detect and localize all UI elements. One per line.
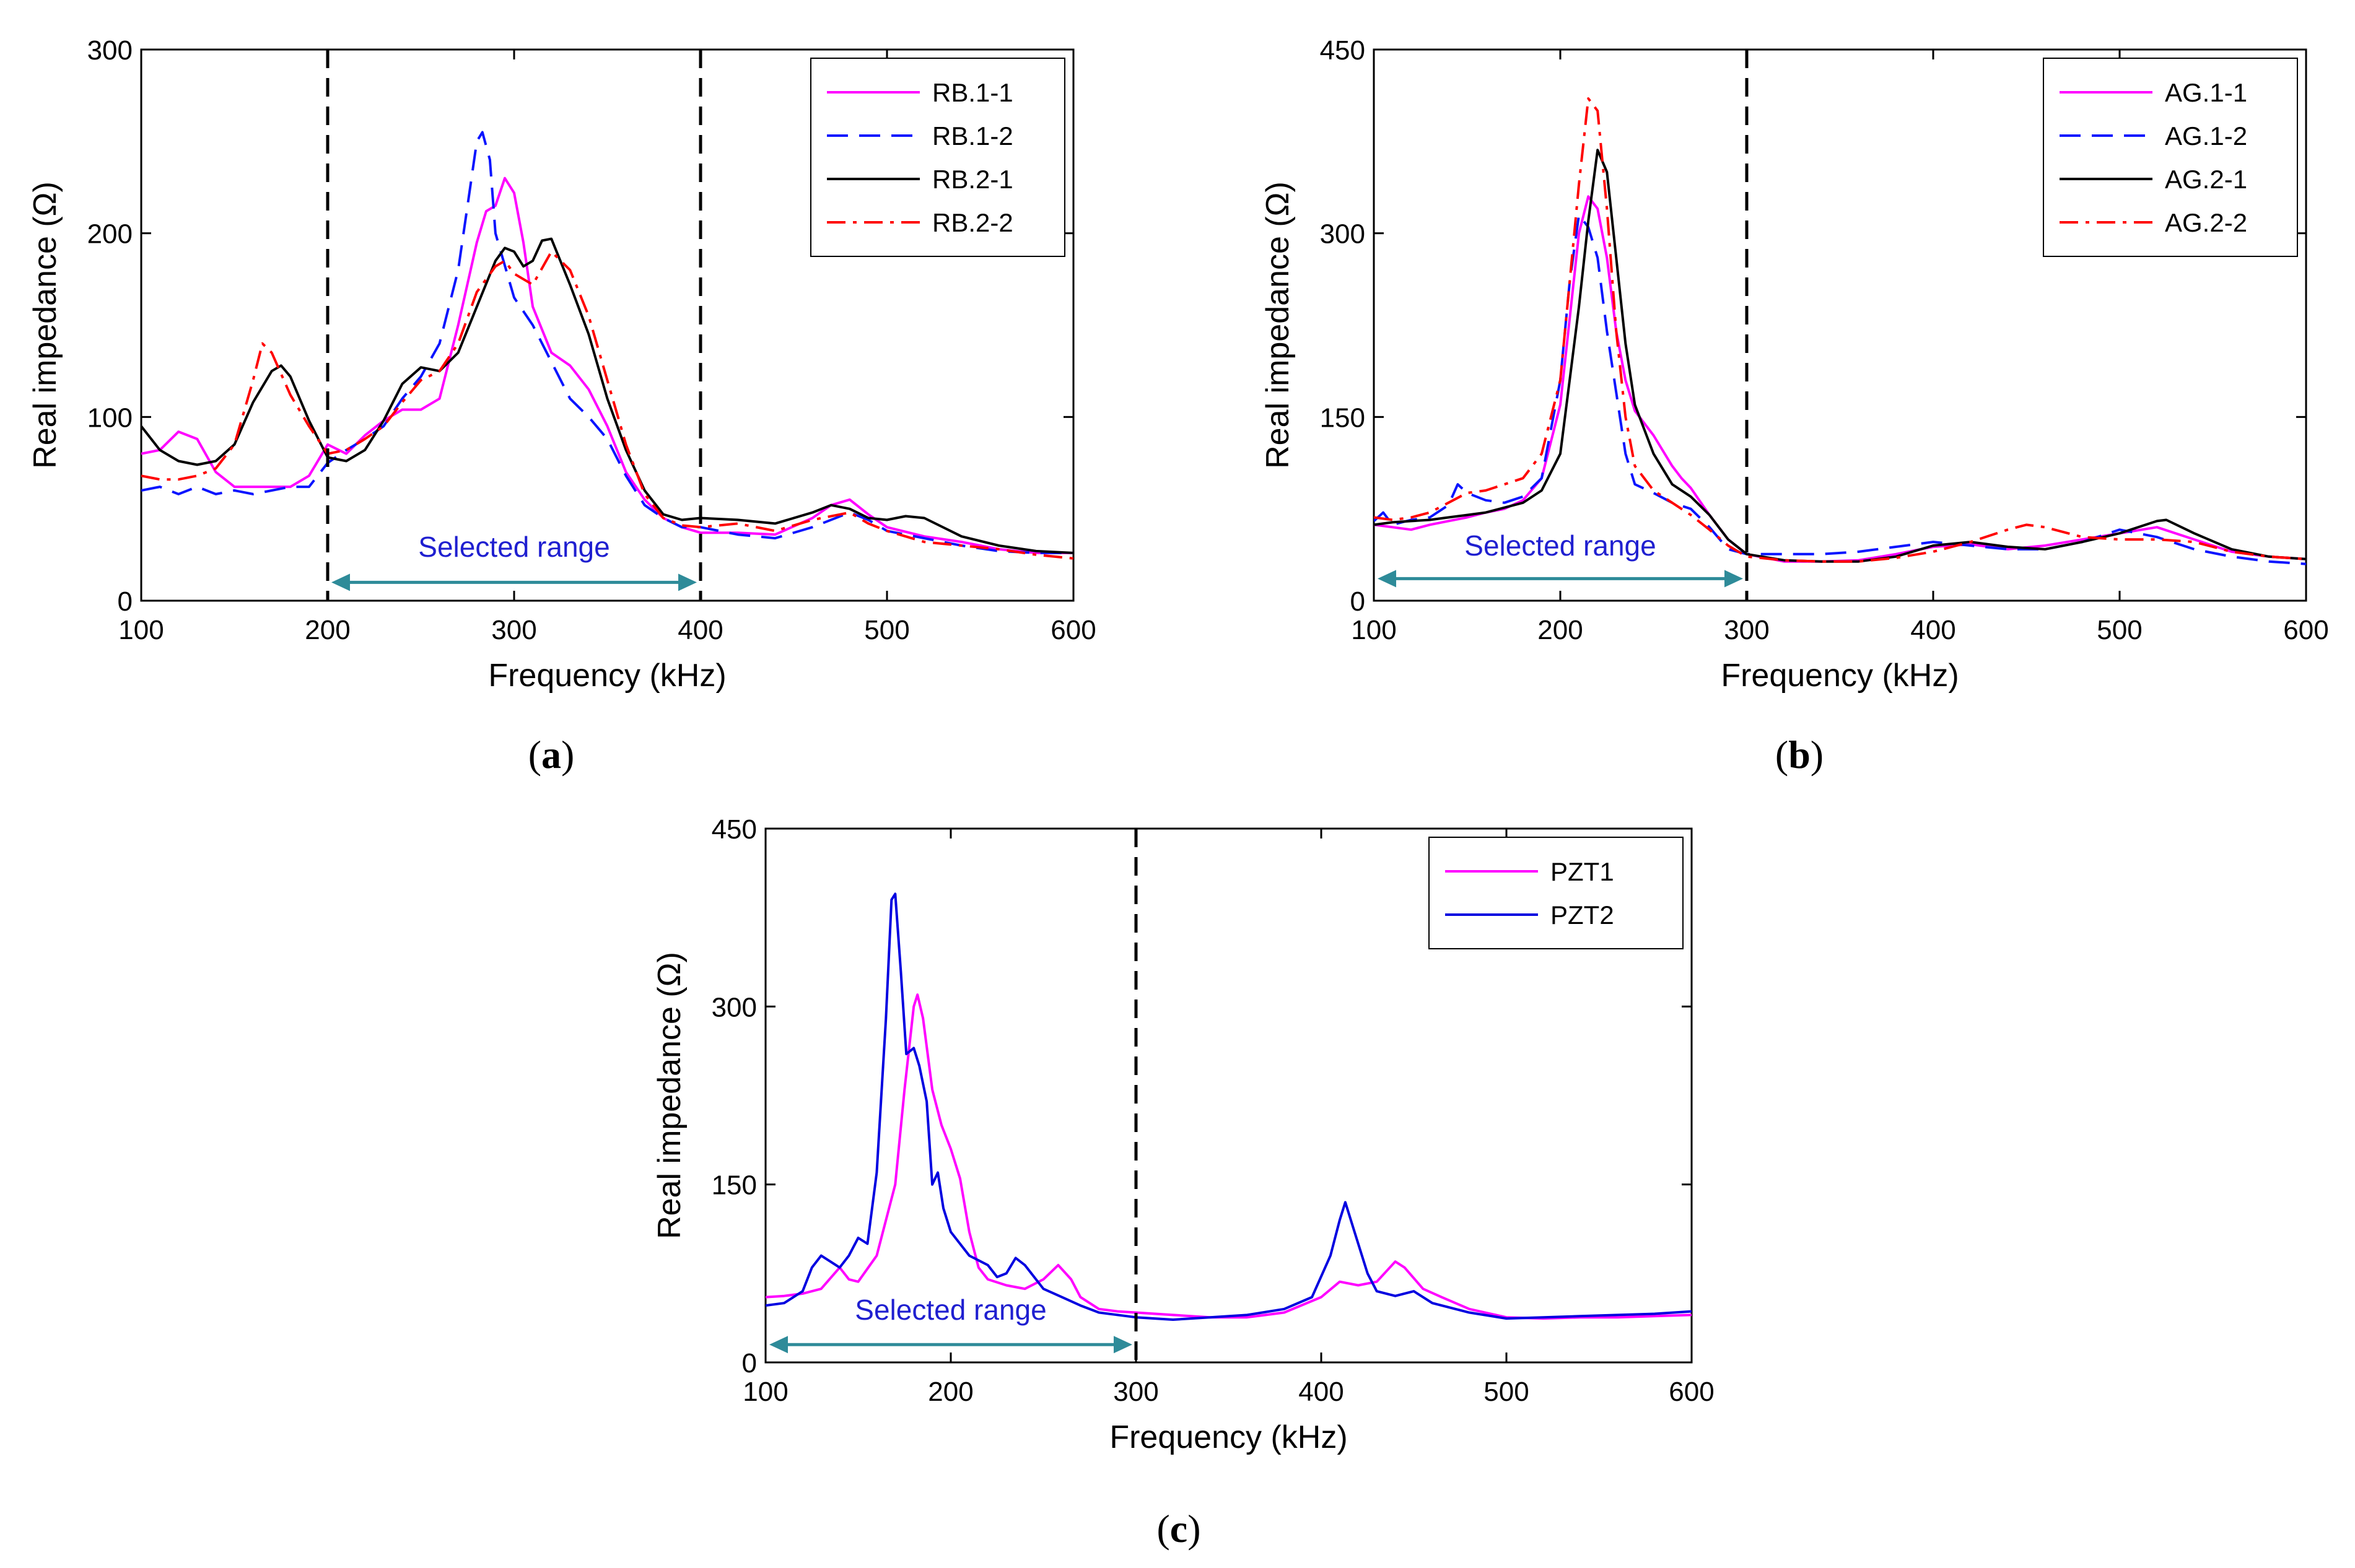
x-tick-label: 400 xyxy=(678,615,723,645)
y-axis-label: Real impedance (Ω) xyxy=(1260,181,1296,469)
x-axis-label: Frequency (kHz) xyxy=(1109,1419,1347,1455)
series-group xyxy=(141,131,1073,560)
panel-caption: (a) xyxy=(528,733,575,777)
legend-entry-label: PZT2 xyxy=(1550,900,1614,930)
x-tick-label: 300 xyxy=(1113,1377,1158,1407)
x-tick-label: 100 xyxy=(743,1377,788,1407)
x-tick-label: 600 xyxy=(1051,615,1096,645)
selected-range-label: Selected range xyxy=(418,531,610,563)
y-tick-label: 0 xyxy=(742,1348,757,1379)
range-arrow-left-head xyxy=(1378,570,1396,588)
x-tick-label: 100 xyxy=(118,615,164,645)
legend-entry-label: RB.1-2 xyxy=(932,121,1013,150)
x-tick-label: 400 xyxy=(1910,615,1955,645)
panel-caption: (c) xyxy=(1156,1507,1200,1551)
y-tick-label: 0 xyxy=(118,586,133,617)
plot-frame xyxy=(764,827,1693,1364)
y-tick-label: 450 xyxy=(1320,35,1365,66)
series-line-rb-1-2 xyxy=(141,131,1073,554)
legend-entry-label: AG.1-2 xyxy=(2165,121,2247,150)
selected-range-label: Selected range xyxy=(1464,529,1656,562)
y-tick-label: 300 xyxy=(1320,219,1365,250)
y-axis-label: Real impedance (Ω) xyxy=(652,952,688,1239)
x-axis-label: Frequency (kHz) xyxy=(1721,658,1959,694)
y-tick-label: 300 xyxy=(87,35,133,66)
x-tick-label: 500 xyxy=(2097,615,2142,645)
y-tick-label: 300 xyxy=(712,992,757,1022)
x-tick-label: 500 xyxy=(864,615,909,645)
range-arrow-left-head xyxy=(769,1336,788,1354)
panel-letter: c xyxy=(1170,1507,1187,1551)
x-tick-label: 300 xyxy=(1724,615,1769,645)
legend-entry-label: AG.2-2 xyxy=(2165,208,2247,237)
legend-entry-label: AG.1-1 xyxy=(2165,78,2247,107)
legend-entry-label: AG.2-1 xyxy=(2165,165,2247,194)
legend-box xyxy=(1428,837,1684,949)
legend-entry-label: PZT1 xyxy=(1550,857,1614,886)
series-line-ag-1-2 xyxy=(1374,214,2306,565)
plot-frame xyxy=(140,48,1075,602)
legend-entry-label: RB.2-1 xyxy=(932,165,1013,194)
legend-entry-label: RB.2-2 xyxy=(932,208,1013,237)
range-arrow-right-head xyxy=(678,573,697,591)
series-group xyxy=(1374,97,2306,565)
series-line-pzt2 xyxy=(766,892,1692,1321)
series-line-ag-2-2 xyxy=(1374,97,2306,563)
y-tick-label: 450 xyxy=(712,814,757,845)
range-arrow-right-head xyxy=(1114,1336,1132,1354)
y-axis-label: Real impedance (Ω) xyxy=(27,181,63,469)
panel-letter: b xyxy=(1788,733,1811,777)
selected-range-label: Selected range xyxy=(855,1294,1046,1326)
panel-caption: (b) xyxy=(1775,733,1824,777)
x-tick-label: 600 xyxy=(2283,615,2328,645)
y-tick-label: 150 xyxy=(712,1170,757,1201)
x-tick-label: 200 xyxy=(1537,615,1583,645)
y-tick-label: 100 xyxy=(87,403,133,433)
x-tick-label: 200 xyxy=(305,615,350,645)
x-tick-label: 200 xyxy=(928,1377,973,1407)
legend-entry-label: RB.1-1 xyxy=(932,78,1013,107)
x-axis-label: Frequency (kHz) xyxy=(488,658,726,694)
range-arrow-left-head xyxy=(331,573,350,591)
x-tick-label: 500 xyxy=(1483,1377,1529,1407)
y-tick-label: 150 xyxy=(1320,403,1365,433)
panel-letter: a xyxy=(541,733,561,777)
series-line-rb-2-2 xyxy=(141,250,1073,560)
series-line-rb-2-1 xyxy=(141,237,1073,554)
y-tick-label: 200 xyxy=(87,219,133,250)
x-tick-label: 300 xyxy=(491,615,536,645)
chart-panel-c: 100 200 300 400 500 600 0 150 300 450 Frequency (k… xyxy=(652,814,1715,1551)
chart-panel-b: 100 200 300 400 500 600 0 150 300 450 Frequency (k… xyxy=(1260,35,2329,777)
plot-frame xyxy=(1373,48,2307,602)
series-line-rb-1-1 xyxy=(141,176,1073,554)
x-tick-label: 400 xyxy=(1298,1377,1344,1407)
x-tick-label: 600 xyxy=(1669,1377,1714,1407)
y-tick-label: 0 xyxy=(1350,586,1365,617)
range-arrow-right-head xyxy=(1724,570,1743,588)
series-group xyxy=(766,892,1692,1321)
series-line-pzt1 xyxy=(766,993,1692,1320)
x-tick-label: 100 xyxy=(1351,615,1396,645)
